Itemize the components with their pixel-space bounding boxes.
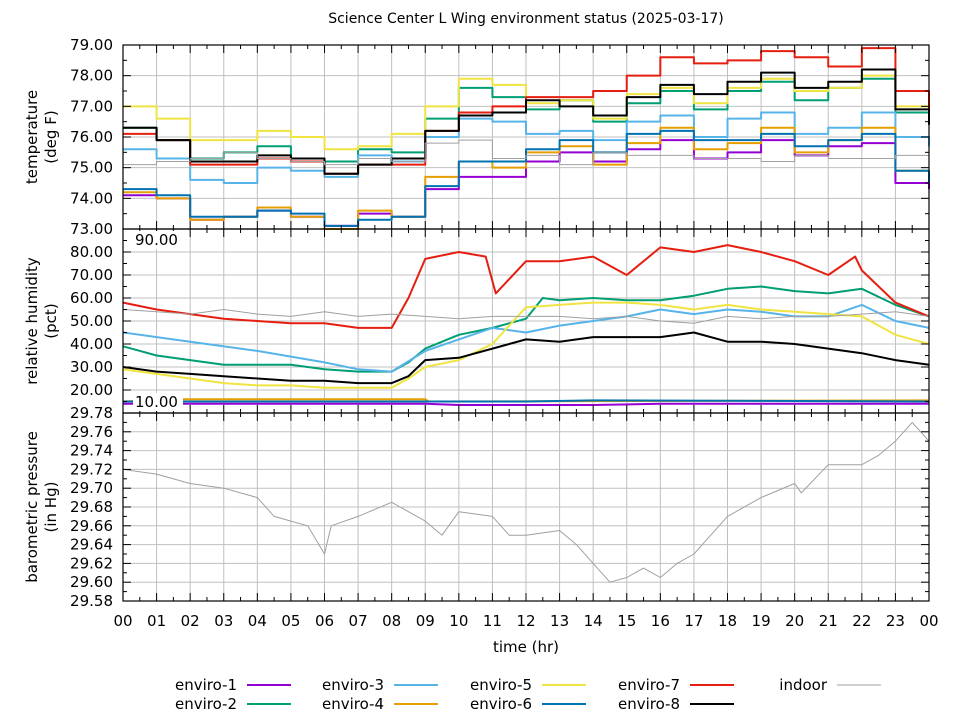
y-tick-label-temperature: 77.00	[70, 97, 113, 115]
x-tick-label: 16	[651, 612, 670, 630]
y-axis-labels: temperature (deg F) relative humidity (pct)…	[23, 90, 60, 583]
legend-label-enviro-4: enviro-4	[322, 695, 384, 713]
y-tick-label-humidity: 20.00	[70, 381, 113, 399]
y-tick-label-humidity: 90.00	[135, 231, 178, 249]
x-tick-label: 01	[147, 612, 166, 630]
y-tick-label-temperature: 73.00	[70, 220, 113, 238]
x-tick-label: 20	[785, 612, 804, 630]
y-tick-label-humidity: 60.00	[70, 289, 113, 307]
x-tick-label: 12	[516, 612, 535, 630]
x-tick-label: 07	[349, 612, 368, 630]
series-line-humidity-enviro-6	[123, 399, 930, 403]
legend-label-enviro-2: enviro-2	[175, 695, 237, 713]
y-tick-label-pressure: 29.68	[70, 498, 113, 516]
series-line-humidity-enviro-7	[122, 244, 930, 329]
y-tick-label-humidity: 80.00	[70, 243, 113, 261]
x-tick-label: 00	[919, 612, 938, 630]
series-line-humidity-indoor	[122, 309, 930, 324]
y-axis-label-temperature: (deg F)	[42, 110, 60, 163]
x-axis-label: time (hr)	[493, 638, 559, 656]
series-line-humidity-enviro-5	[122, 301, 930, 389]
y-tick-label-pressure: 29.66	[70, 517, 113, 535]
y-tick-label-temperature: 76.00	[70, 128, 113, 146]
y-axis-label-pressure: (in Hg)	[42, 482, 60, 533]
y-tick-label-pressure: 29.64	[70, 536, 113, 554]
panel-frames	[122, 44, 930, 602]
y-tick-label-backdrop	[133, 393, 183, 411]
x-tick-label: 21	[819, 612, 838, 630]
x-tick-label: 14	[584, 612, 603, 630]
y-tick-label-pressure: 29.76	[70, 423, 113, 441]
legend-label-enviro-6: enviro-6	[470, 695, 532, 713]
x-tick-label: 19	[752, 612, 771, 630]
y-tick-label-pressure: 29.78	[70, 404, 113, 422]
series-lines	[122, 47, 930, 583]
y-tick-label-humidity: 70.00	[70, 266, 113, 284]
series-line-humidity-enviro-2	[122, 285, 930, 373]
x-tick-label: 11	[483, 612, 502, 630]
y-tick-label-humidity: 30.00	[70, 358, 113, 376]
y-axis-label-temperature: temperature	[23, 90, 41, 184]
series-line-humidity-enviro-8	[122, 331, 930, 385]
y-tick-label-pressure: 29.58	[70, 592, 113, 610]
y-tick-label-humidity: 10.00	[135, 393, 178, 411]
series-line-pressure-indoor	[122, 421, 930, 583]
x-tick-label: 17	[684, 612, 703, 630]
legend-label-enviro-3: enviro-3	[322, 676, 384, 694]
chart-title: Science Center L Wing environment status…	[328, 11, 724, 27]
legend-label-indoor: indoor	[779, 676, 828, 694]
tick-labels: 73.00 74.00 75.00 76.00 77.00 78.00 79.00 10.00…	[70, 36, 939, 630]
legend-label-enviro-7: enviro-7	[618, 676, 680, 694]
panel-frame-pressure	[122, 412, 930, 602]
x-tick-label: 23	[886, 612, 905, 630]
x-tick-label: 00	[113, 612, 132, 630]
y-tick-label-humidity: 50.00	[70, 312, 113, 330]
series-line-temperature-indoor	[123, 139, 930, 166]
series-line-temperature-enviro-5	[123, 74, 930, 151]
y-axis-label-humidity: (pct)	[42, 303, 60, 338]
x-tick-label: 13	[550, 612, 569, 630]
series-line-humidity-enviro-1	[123, 402, 929, 406]
y-tick-label-pressure: 29.60	[70, 573, 113, 591]
x-tick-label: 15	[617, 612, 636, 630]
series-line-temperature-enviro-6	[123, 129, 930, 227]
x-tick-label: 05	[281, 612, 300, 630]
y-axis-label-humidity: relative humidity	[23, 257, 41, 385]
legend-label-enviro-1: enviro-1	[175, 676, 237, 694]
x-tick-label: 10	[449, 612, 468, 630]
x-tick-label: 09	[416, 612, 435, 630]
y-tick-label-pressure: 29.70	[70, 479, 113, 497]
x-tick-label: 06	[315, 612, 334, 630]
y-tick-label-temperature: 78.00	[70, 67, 113, 85]
y-axis-label-pressure: barometric pressure	[23, 431, 41, 583]
y-tick-label-temperature: 79.00	[70, 36, 113, 54]
x-tick-label: 08	[382, 612, 401, 630]
series-line-temperature-enviro-8	[123, 68, 930, 175]
y-tick-label-backdrop	[133, 231, 183, 249]
legend-label-enviro-8: enviro-8	[618, 695, 680, 713]
y-tick-label-humidity: 40.00	[70, 335, 113, 353]
x-tick-label: 04	[248, 612, 267, 630]
y-tick-label-temperature: 75.00	[70, 159, 113, 177]
y-tick-label-temperature: 74.00	[70, 189, 113, 207]
x-tick-label: 02	[181, 612, 200, 630]
x-tick-label: 22	[852, 612, 871, 630]
legend-label-enviro-5: enviro-5	[470, 676, 532, 694]
y-tick-label-pressure: 29.74	[70, 442, 113, 460]
y-tick-label-pressure: 29.72	[70, 460, 113, 478]
y-tick-label-pressure: 29.62	[70, 554, 113, 572]
x-tick-label: 18	[718, 612, 737, 630]
x-tick-label: 03	[214, 612, 233, 630]
